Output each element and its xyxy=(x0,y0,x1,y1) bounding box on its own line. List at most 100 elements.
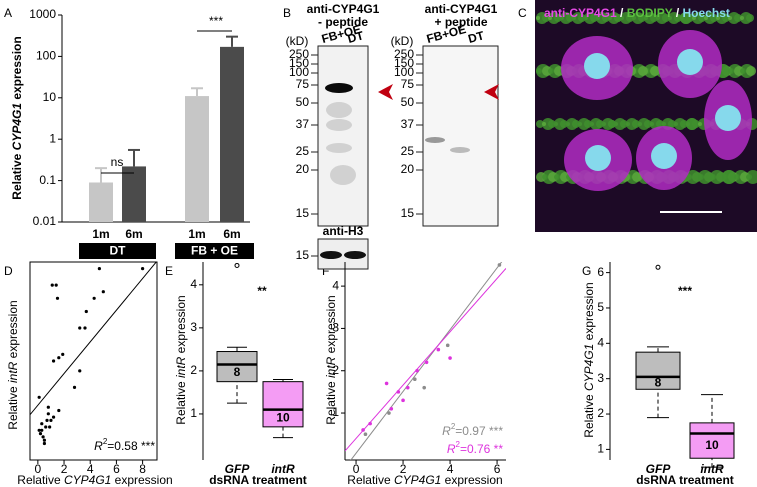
point xyxy=(50,283,54,287)
point xyxy=(57,356,61,360)
y-tick-label: 3 xyxy=(597,371,604,385)
x-axis-label-part: CYP4G1 xyxy=(394,473,441,487)
arrowhead xyxy=(484,84,499,100)
lipid-droplet xyxy=(674,118,686,130)
lipid-droplet xyxy=(680,12,692,24)
y-axis-label-part: expression xyxy=(324,295,338,356)
ladder-label: 37 xyxy=(401,117,415,131)
lipid-droplet xyxy=(632,172,642,182)
lipid-droplet xyxy=(728,16,732,20)
blot-title: anti-CYP4G1 xyxy=(307,2,380,16)
plot-frame xyxy=(29,261,158,461)
y-tick-label: 1000 xyxy=(29,7,56,21)
y-axis-label-part: CYP4G1 xyxy=(582,344,596,391)
blot-title: anti-H3 xyxy=(323,224,364,238)
point xyxy=(38,432,43,436)
point xyxy=(42,441,47,446)
ladder-label: 100 xyxy=(394,65,414,79)
y-tick-label: 1 xyxy=(49,131,56,145)
x-tick-label: 2 xyxy=(400,462,407,476)
point xyxy=(51,415,56,419)
lipid-droplet xyxy=(536,68,542,74)
point xyxy=(49,418,53,422)
y-tick-label: 4 xyxy=(190,277,197,291)
lipid-droplet xyxy=(590,14,598,22)
lipid-droplet xyxy=(542,174,548,180)
point xyxy=(78,369,82,373)
lane-label: DT xyxy=(346,28,366,46)
point xyxy=(61,352,65,356)
bar xyxy=(185,96,209,222)
point xyxy=(54,283,58,287)
point xyxy=(44,425,48,429)
point xyxy=(46,412,50,416)
blot-unit: (kD) xyxy=(391,34,414,48)
lipid-droplet xyxy=(626,118,638,130)
point xyxy=(389,407,394,411)
y-axis-label-part: expression xyxy=(10,36,24,103)
lipid-droplet xyxy=(686,170,700,184)
y-tick-label: 0.01 xyxy=(33,214,57,228)
lipid-droplet xyxy=(542,14,550,22)
nucleus xyxy=(651,143,677,169)
point xyxy=(101,290,105,294)
point xyxy=(405,385,410,390)
lipid-droplet xyxy=(740,68,746,74)
point xyxy=(497,263,502,267)
point xyxy=(55,296,60,300)
band xyxy=(320,251,342,259)
y-axis-label: Relative intR expression xyxy=(6,300,20,429)
point xyxy=(83,326,87,330)
x-axis-label: dsRNA treatment xyxy=(209,473,307,487)
fit-annotation-part: 2 xyxy=(103,437,108,446)
point xyxy=(448,356,452,360)
y-axis-label-part: Relative xyxy=(174,378,188,425)
nucleus xyxy=(677,49,703,75)
box-n: 8 xyxy=(655,375,662,389)
lipid-droplet xyxy=(578,14,586,22)
fit-annotation: R2=0.76 ** xyxy=(447,440,504,456)
y-tick-label: 0.1 xyxy=(39,173,56,187)
outlier xyxy=(655,264,661,270)
y-axis-label: Relative CYP4G1 expression xyxy=(582,282,596,437)
micrograph-label-part: / xyxy=(617,6,627,20)
lipid-droplet xyxy=(554,174,560,180)
lipid-droplet xyxy=(746,66,756,76)
y-tick-label: 2 xyxy=(190,363,197,377)
outlier xyxy=(234,262,240,268)
y-tick-label: 3 xyxy=(190,320,197,334)
ladder-label: 75 xyxy=(296,77,310,91)
y-tick-label: 6 xyxy=(597,265,604,279)
point xyxy=(48,425,52,429)
point xyxy=(413,377,417,381)
box xyxy=(216,351,258,383)
point xyxy=(387,411,391,415)
lipid-droplet xyxy=(566,14,574,22)
y-axis-label-part: intR xyxy=(324,356,338,378)
lipid-droplet xyxy=(554,14,562,22)
y-axis-label-part: Relative xyxy=(10,150,24,199)
lipid-droplet xyxy=(560,120,568,128)
point xyxy=(424,360,429,365)
point xyxy=(57,408,61,413)
panel-letter: B xyxy=(283,6,291,20)
lipid-droplet xyxy=(638,66,648,76)
lipid-droplet xyxy=(740,16,744,20)
point xyxy=(384,381,389,386)
ladder-label: 20 xyxy=(401,162,415,176)
lipid-droplet xyxy=(548,16,552,20)
lipid-droplet xyxy=(722,14,730,22)
x-tick-label: 1m xyxy=(92,227,109,241)
band xyxy=(450,147,470,153)
ladder-label: 15 xyxy=(401,206,415,220)
lipid-droplet xyxy=(608,120,616,128)
fit-line xyxy=(30,262,157,416)
group-box xyxy=(79,243,156,259)
y-tick-label: 2 xyxy=(597,406,604,420)
lipid-droplet xyxy=(542,122,546,126)
lipid-droplet xyxy=(650,66,660,76)
lipid-droplet xyxy=(734,14,742,22)
point xyxy=(436,347,441,352)
point xyxy=(40,428,44,432)
